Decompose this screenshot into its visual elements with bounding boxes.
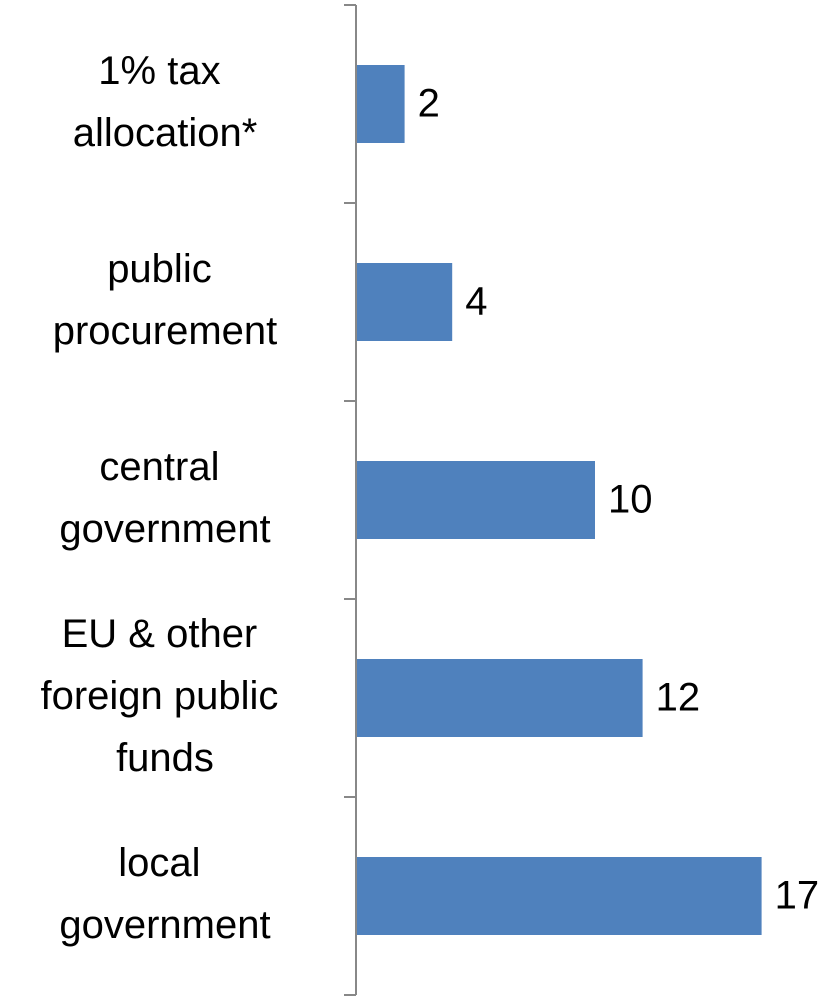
bar	[357, 857, 762, 935]
value-label: 17	[775, 874, 820, 918]
category-label: 1% tax allocation*	[73, 49, 258, 155]
category-label: public procurement	[53, 247, 278, 353]
bar	[357, 263, 453, 341]
bar	[357, 659, 643, 737]
value-label: 10	[608, 478, 653, 522]
category-label: local government	[59, 841, 270, 947]
category-label: central government	[59, 445, 270, 551]
value-label: 2	[418, 82, 440, 126]
value-label: 4	[465, 280, 487, 324]
bar	[357, 65, 405, 143]
category-label: EU & other foreign public funds	[40, 612, 289, 780]
bar	[357, 461, 595, 539]
value-label: 12	[656, 676, 701, 720]
